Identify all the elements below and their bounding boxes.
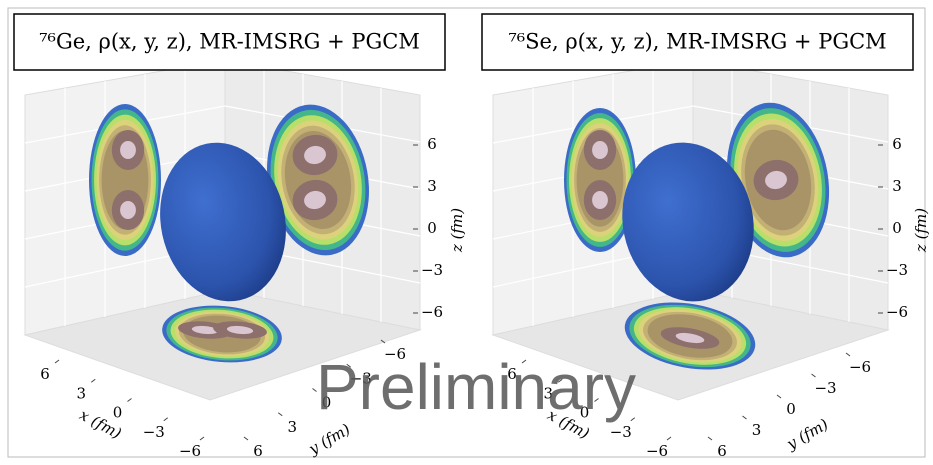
x-tick-label: −3	[143, 423, 165, 441]
tick-mark	[743, 416, 747, 419]
x-tick-label: −6	[646, 442, 668, 460]
z-tick-label: 0	[427, 219, 437, 237]
z-tick-label: 3	[892, 177, 902, 195]
x-tick-label: −6	[179, 442, 201, 460]
z-tick-label: −6	[886, 303, 908, 321]
tick-mark	[164, 418, 168, 421]
tick-mark	[278, 413, 282, 416]
figure: ⁷⁶Ge, ρ(x, y, z), MR-IMSRG + PGCM 6 3 0 −3 −6…	[0, 0, 933, 465]
z-axis-label: z (fm)	[448, 208, 466, 253]
density-peak	[592, 141, 608, 159]
z-tick-label: 0	[892, 219, 902, 237]
chart-title: ⁷⁶Ge, ρ(x, y, z), MR-IMSRG + PGCM	[39, 30, 420, 54]
tick-mark	[708, 437, 712, 440]
x-tick-label: 6	[40, 365, 50, 383]
tick-mark	[812, 374, 816, 377]
z-tick-label: 6	[427, 135, 437, 153]
density-peak	[120, 141, 136, 159]
tick-mark	[244, 437, 248, 440]
z-tick-label: 6	[892, 135, 902, 153]
tick-mark	[128, 399, 132, 402]
z-tick-label: −3	[886, 261, 908, 279]
density-peak	[120, 201, 136, 219]
x-tick-label: −3	[610, 423, 632, 441]
chart-title: ⁷⁶Se, ρ(x, y, z), MR-IMSRG + PGCM	[508, 30, 886, 54]
tick-mark	[55, 360, 59, 363]
y-tick-label: 0	[786, 400, 796, 418]
watermark: Preliminary	[316, 351, 636, 423]
x-tick-label: 3	[76, 384, 86, 402]
y-tick-label: −6	[849, 358, 871, 376]
z-tick-label: −3	[421, 261, 443, 279]
density-peak	[592, 191, 608, 209]
z-axis-label: z (fm)	[912, 208, 930, 253]
tick-mark	[846, 353, 850, 356]
x-tick-label: 0	[113, 404, 123, 422]
y-tick-label: 6	[717, 442, 727, 460]
y-tick-label: −3	[814, 379, 836, 397]
y-axis-label: y (fm)	[783, 415, 832, 454]
tick-mark	[200, 437, 204, 440]
tick-mark	[91, 379, 95, 382]
tick-mark	[667, 437, 671, 440]
y-tick-label: 6	[253, 442, 263, 460]
tick-mark	[777, 395, 781, 398]
z-tick-label: 3	[427, 177, 437, 195]
z-tick-label: −6	[421, 303, 443, 321]
y-axis-label: y (fm)	[305, 420, 354, 459]
y-tick-label: 3	[287, 418, 297, 436]
y-tick-label: 3	[752, 421, 762, 439]
